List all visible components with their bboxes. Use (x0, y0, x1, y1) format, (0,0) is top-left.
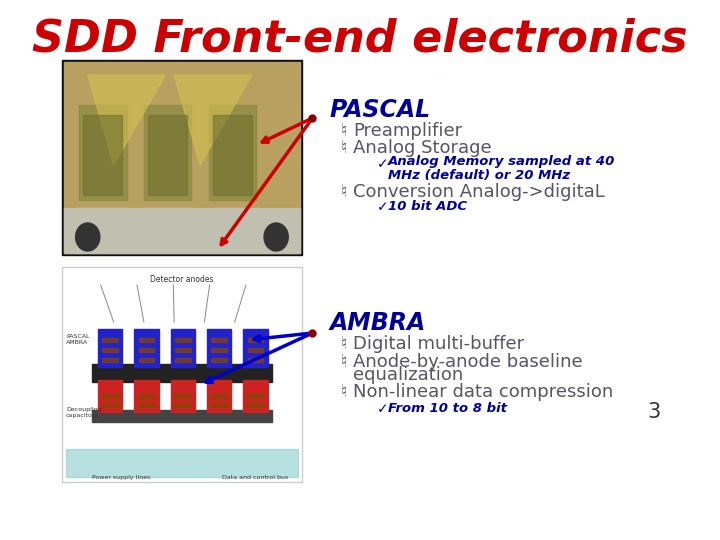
Bar (139, 338, 154, 342)
Bar (248, 338, 264, 342)
Text: ♮: ♮ (341, 139, 347, 157)
Text: ♮: ♮ (341, 122, 347, 140)
Circle shape (264, 223, 288, 251)
Text: ✓: ✓ (377, 200, 389, 214)
Bar (207, 329, 231, 367)
Text: Digital multi-buffer: Digital multi-buffer (353, 335, 524, 353)
Bar (98, 380, 122, 412)
Circle shape (76, 223, 100, 251)
Bar (174, 394, 192, 398)
Bar (248, 358, 264, 362)
Text: ✓: ✓ (377, 402, 389, 416)
Bar (212, 358, 227, 362)
Text: Analog Storage: Analog Storage (353, 139, 492, 157)
Bar (102, 403, 119, 407)
Bar (63, 62, 300, 253)
Text: 3: 3 (647, 402, 661, 422)
Text: PASCAL
AMBRA: PASCAL AMBRA (66, 334, 89, 345)
Bar (148, 115, 187, 195)
Text: 10 bit ADC: 10 bit ADC (387, 200, 467, 213)
Bar (210, 394, 228, 398)
Bar (212, 338, 227, 342)
Bar (207, 380, 231, 412)
Text: ✓: ✓ (377, 157, 389, 171)
Text: PASCAL: PASCAL (330, 98, 431, 122)
Bar (175, 338, 191, 342)
Text: ♮: ♮ (341, 353, 347, 371)
Text: From 10 to 8 bit: From 10 to 8 bit (387, 402, 507, 415)
Bar (63, 208, 300, 253)
Text: ♮: ♮ (341, 183, 347, 201)
Bar (92, 410, 272, 422)
Text: Detector anodes: Detector anodes (150, 275, 214, 284)
Text: Power supply lines: Power supply lines (92, 475, 150, 480)
Bar (62, 267, 302, 482)
Text: Anode-by-anode baseline: Anode-by-anode baseline (353, 353, 582, 371)
Bar (243, 380, 268, 412)
Bar (98, 329, 122, 367)
Text: Conversion Analog->digitaL: Conversion Analog->digitaL (353, 183, 605, 201)
Bar (138, 403, 155, 407)
Bar (175, 358, 191, 362)
Text: Data and control bus: Data and control bus (222, 475, 288, 480)
Text: SDD Front-end electronics: SDD Front-end electronics (32, 18, 688, 61)
Bar (62, 60, 302, 255)
Polygon shape (88, 75, 166, 165)
Text: Decoupling
capacitors: Decoupling capacitors (66, 407, 102, 418)
Text: ♮: ♮ (341, 335, 347, 353)
Bar (138, 394, 155, 398)
Bar (102, 358, 118, 362)
Bar (174, 403, 192, 407)
Bar (144, 105, 192, 200)
Text: AMBRA: AMBRA (330, 311, 426, 335)
Bar (212, 348, 227, 352)
Bar (243, 329, 268, 367)
Bar (102, 394, 119, 398)
Bar (171, 329, 195, 367)
Bar (213, 115, 252, 195)
Bar (79, 105, 127, 200)
Bar (210, 403, 228, 407)
Bar (84, 115, 122, 195)
Bar (102, 338, 118, 342)
Bar (247, 394, 264, 398)
Bar (209, 105, 256, 200)
Text: Non-linear data compression: Non-linear data compression (353, 383, 613, 401)
Bar (135, 329, 158, 367)
Polygon shape (174, 75, 252, 165)
Text: ♮: ♮ (341, 383, 347, 401)
Bar (247, 403, 264, 407)
Bar (248, 348, 264, 352)
Text: Analog Memory sampled at 40: Analog Memory sampled at 40 (387, 156, 615, 168)
Bar (92, 364, 272, 382)
Bar (139, 348, 154, 352)
Text: Preamplifier: Preamplifier (353, 122, 462, 140)
Bar (139, 358, 154, 362)
Bar (66, 449, 298, 477)
Text: MHz (default) or 20 MHz: MHz (default) or 20 MHz (387, 170, 570, 183)
Bar (102, 348, 118, 352)
Bar (175, 348, 191, 352)
Text: equalization: equalization (353, 366, 464, 384)
Bar (171, 380, 195, 412)
Bar (62, 267, 302, 482)
Bar (135, 380, 158, 412)
